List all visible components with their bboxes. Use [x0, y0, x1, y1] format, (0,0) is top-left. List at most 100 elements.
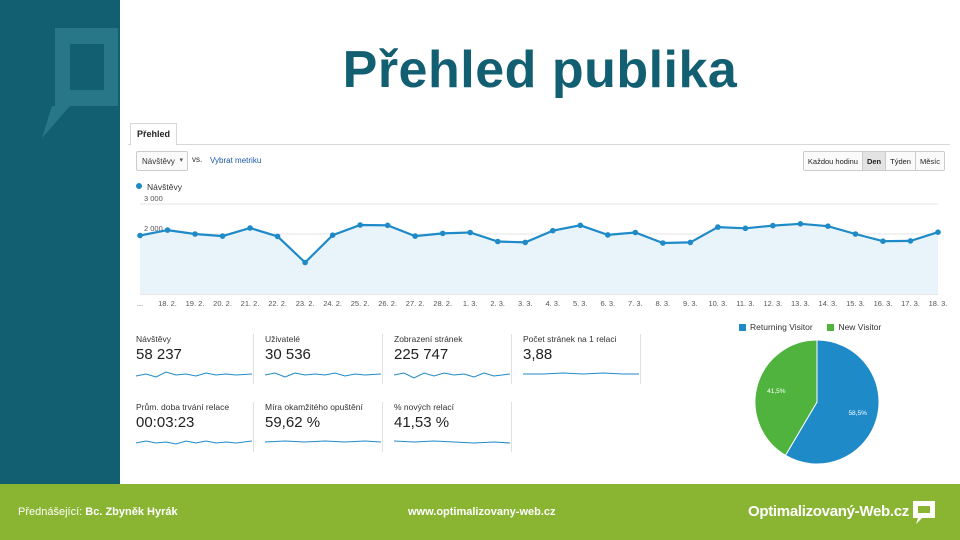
x-tick-label: 6. 3. [600, 299, 615, 308]
x-tick-label: 28. 2. [433, 299, 452, 308]
tab-bar: Přehled [128, 123, 950, 146]
x-tick-label: 22. 2. [268, 299, 287, 308]
slide-footer: Přednášející: Bc. Zbyněk Hyrák www.optim… [0, 484, 960, 540]
sparkline [394, 372, 510, 379]
metric-tile-users[interactable]: Uživatelé 30 536 [265, 334, 383, 384]
metric-tile-label: Počet stránek na 1 relaci [523, 334, 617, 344]
metric-tile-sessions[interactable]: Návštěvy 58 237 [136, 334, 254, 384]
data-point [467, 229, 474, 236]
sparkline [265, 440, 381, 443]
data-point [247, 225, 253, 231]
sparkline [136, 371, 252, 378]
metric-tile-label: Prům. doba trvání relace [136, 402, 230, 412]
metric-tile-label: % nových relací [394, 402, 454, 412]
x-tick-label: 11. 3. [736, 299, 754, 308]
x-tick-label: 2. 3. [490, 299, 505, 308]
metric-tile-value: 3,88 [523, 346, 553, 363]
granularity-week-button[interactable]: Týden [886, 152, 916, 170]
select-metric-link[interactable]: Vybrat metriku [210, 156, 262, 165]
footer-url: www.optimalizovany-web.cz [408, 506, 556, 518]
x-tick-label: 18. 3. [929, 299, 948, 308]
metric-dropdown[interactable]: Návštěvy ▾ [136, 151, 188, 171]
x-tick-label: 1. 3. [463, 299, 478, 308]
data-point [660, 240, 666, 246]
granularity-toggle: Každou hodinu Den Týden Měsíc [802, 151, 945, 171]
granularity-hourly-button[interactable]: Každou hodinu [803, 152, 863, 170]
metric-tile-new-sessions[interactable]: % nových relací 41,53 % [394, 402, 512, 452]
series-legend-dot [136, 183, 142, 189]
chevron-down-icon: ▾ [179, 157, 183, 164]
metric-tile-label: Míra okamžitého opuštění [265, 402, 363, 412]
granularity-month-button[interactable]: Měsíc [915, 152, 944, 170]
data-point [439, 230, 446, 237]
metric-tile-value: 59,62 % [265, 414, 321, 431]
pie-slice-new-visitor [754, 339, 818, 457]
data-point [715, 224, 721, 230]
x-tick-label: 12. 3. [764, 299, 783, 308]
presenter-credit: Přednášející: Bc. Zbyněk Hyrák [18, 506, 178, 518]
metric-tile-value: 30 536 [265, 346, 311, 363]
data-point [797, 221, 804, 227]
x-tick-label: 8. 3. [656, 299, 671, 308]
x-tick-label: 13. 3. [791, 299, 810, 308]
pie-data-label: 41,5% [767, 388, 786, 395]
x-tick-label: 21. 2. [241, 299, 260, 308]
x-tick-label: 25. 2. [351, 299, 370, 308]
data-point [522, 239, 529, 246]
series-legend: Návštěvy [136, 182, 182, 192]
x-tick-label: 24. 2. [323, 299, 342, 308]
series-legend-label: Návštěvy [147, 182, 182, 192]
tab-overview[interactable]: Přehled [130, 123, 178, 146]
metric-tile-label: Uživatelé [265, 334, 300, 344]
x-tick-label: 26. 2. [378, 299, 397, 308]
pie-legend-new: New Visitor [838, 322, 882, 332]
data-point [412, 233, 418, 239]
data-point [274, 233, 281, 240]
metric-tile-pages-per-session[interactable]: Počet stránek na 1 relaci 3,88 [523, 334, 641, 384]
x-tick-label: 9. 3. [683, 299, 698, 308]
data-point [329, 232, 336, 238]
returning-visitor-swatch [739, 324, 746, 331]
data-point [302, 259, 308, 266]
x-tick-label: 23. 2. [296, 299, 315, 308]
data-point [687, 239, 694, 246]
x-tick-label: 4. 3. [545, 299, 560, 308]
metric-tile-avg-session-duration[interactable]: Prům. doba trvání relace 00:03:23 [136, 402, 254, 452]
metric-tile-value: 225 747 [394, 346, 449, 363]
data-point [604, 232, 611, 238]
pie-slice-returning-visitor [784, 339, 880, 465]
data-point [164, 227, 171, 233]
y-tick-label: 3 000 [144, 194, 163, 203]
vs-label: vs. [192, 155, 203, 164]
x-tick-label: 5. 3. [573, 299, 588, 308]
data-point [137, 232, 143, 239]
sparkline [265, 372, 381, 378]
metric-tile-bounce-rate[interactable]: Míra okamžitého opuštění 59,62 % [265, 402, 383, 452]
pie-data-label: 58,5% [848, 410, 867, 417]
metric-tile-pageviews[interactable]: Zobrazení stránek 225 747 [394, 334, 512, 384]
metric-tile-value: 41,53 % [394, 414, 450, 431]
sparkline [523, 372, 639, 375]
slide-title: Přehled publika [342, 41, 738, 99]
data-point [494, 238, 501, 245]
sparkline [394, 440, 510, 444]
x-tick-label: 17. 3. [901, 299, 920, 308]
granularity-day-button[interactable]: Den [862, 152, 887, 170]
data-point [632, 229, 639, 236]
pie-legend-returning: Returning Visitor [750, 322, 813, 332]
x-tick-label: 15. 3. [846, 299, 865, 308]
metric-tile-value: 58 237 [136, 346, 182, 363]
metric-tile-label: Zobrazení stránek [394, 334, 463, 344]
data-point [577, 222, 584, 229]
brand-logo-icon [913, 501, 935, 524]
data-point [770, 222, 776, 229]
series-line [139, 222, 939, 265]
x-tick-label: 7. 3. [628, 299, 643, 308]
data-point [907, 238, 914, 244]
data-point [384, 222, 391, 229]
left-decorative-band [0, 0, 120, 484]
x-tick-label: 3. 3. [518, 299, 533, 308]
x-tick-label: 10. 3. [708, 299, 727, 308]
speech-bubble-icon [42, 28, 118, 138]
